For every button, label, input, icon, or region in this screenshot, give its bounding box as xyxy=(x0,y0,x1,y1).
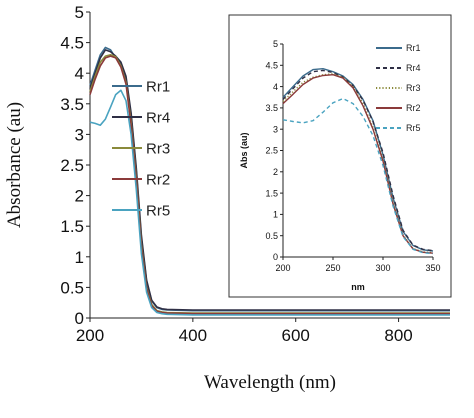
y-tick-label: 4 xyxy=(75,64,84,83)
x-axis-title: nm xyxy=(351,282,365,292)
x-tick-label: 200 xyxy=(275,263,290,273)
y-tick-label: 0 xyxy=(273,252,278,262)
series-line-rr4 xyxy=(89,49,450,311)
x-tick-label: 800 xyxy=(384,326,412,345)
main-chart: 0 0.5 1 1.5 2 2.5 3 3.5 4 4.5 5 200 400 600 800 Wavelen… xyxy=(4,3,450,393)
x-tick-label: 200 xyxy=(76,326,104,345)
y-tick-label: 5 xyxy=(75,3,84,22)
y-tick-label: 2 xyxy=(75,187,84,206)
legend-label-rr3: Rr3 xyxy=(406,83,421,93)
legend-label-rr1: Rr1 xyxy=(146,78,170,95)
y-tick-label: 3 xyxy=(75,125,84,144)
x-tick-label: 400 xyxy=(179,326,207,345)
y-tick-label: 3.5 xyxy=(60,95,84,114)
y-tick-label: 0.5 xyxy=(265,231,278,241)
y-tick-label: 1 xyxy=(75,248,84,267)
y-tick-label: 4 xyxy=(273,82,278,92)
y-tick-label: 0.5 xyxy=(60,278,84,297)
y-tick-label: 1.5 xyxy=(60,217,84,236)
y-tick-label: 5 xyxy=(273,39,278,49)
series-line-rr5 xyxy=(282,97,434,255)
y-tick-label: 1 xyxy=(273,210,278,220)
y-axis-title: Abs (au) xyxy=(239,132,249,168)
y-tick-label: 2.5 xyxy=(265,146,278,156)
series-line-rr2 xyxy=(282,74,434,254)
legend-label-rr4: Rr4 xyxy=(146,109,170,126)
x-tick-label: 250 xyxy=(325,263,340,273)
y-tick-label: 1.5 xyxy=(265,188,278,198)
x-tick-label: 300 xyxy=(375,263,390,273)
legend-label-rr3: Rr3 xyxy=(146,140,170,157)
legend-label-rr4: Rr4 xyxy=(406,63,421,73)
legend-label-rr2: Rr2 xyxy=(406,103,421,113)
y-tick-label: 4.5 xyxy=(60,34,84,53)
series-line-rr3 xyxy=(282,73,434,254)
inset-chart: 0 0.5 1 1.5 2 2.5 3 3.5 4 4.5 5 200 250 300 350 nm Abs (… xyxy=(239,39,441,292)
y-axis-title: Absorbance (au) xyxy=(4,102,25,228)
y-tick-label: 3 xyxy=(273,124,278,134)
inset-frame xyxy=(228,14,452,298)
legend-label-rr5: Rr5 xyxy=(406,123,421,133)
x-axis-title: Wavelength (nm) xyxy=(204,372,336,393)
y-tick-label: 4.5 xyxy=(265,60,278,70)
y-tick-label: 2 xyxy=(273,167,278,177)
legend-label-rr2: Rr2 xyxy=(146,171,170,188)
x-tick-label: 350 xyxy=(425,263,440,273)
y-tick-label: 2.5 xyxy=(60,156,84,175)
x-tick-label: 600 xyxy=(282,326,310,345)
y-tick-label: 3.5 xyxy=(265,103,278,113)
series-line-rr5 xyxy=(89,89,450,316)
y-tick-label: 0 xyxy=(75,309,84,328)
legend-label-rr1: Rr1 xyxy=(406,43,421,53)
legend-label-rr5: Rr5 xyxy=(146,202,170,219)
series-line-rr4 xyxy=(282,69,434,252)
